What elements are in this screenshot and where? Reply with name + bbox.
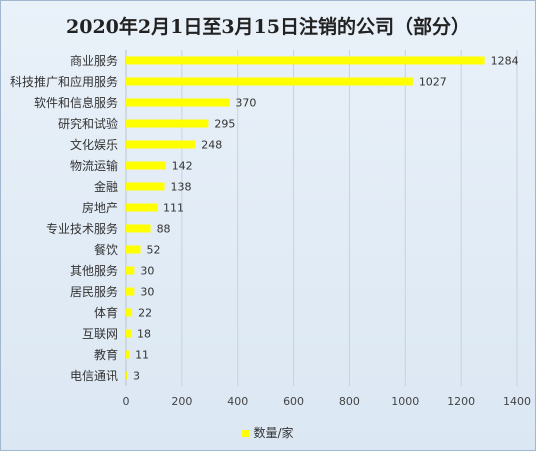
- bar: [126, 161, 166, 170]
- category-label: 体育: [94, 305, 118, 320]
- data-label: 3: [133, 370, 140, 383]
- category-label: 商业服务: [70, 53, 118, 68]
- bar: [126, 350, 130, 359]
- category-label: 房地产: [82, 200, 118, 215]
- data-label: 18: [137, 328, 151, 341]
- category-label: 文化娱乐: [70, 137, 118, 152]
- bar: [126, 203, 158, 212]
- data-label: 88: [157, 223, 171, 236]
- bar: [126, 329, 132, 338]
- legend-swatch: [242, 430, 250, 437]
- legend: 数量/家: [0, 424, 536, 441]
- data-label: 52: [147, 244, 161, 257]
- data-label: 22: [138, 307, 152, 320]
- bar: [126, 224, 151, 233]
- category-label: 互联网: [82, 327, 118, 341]
- data-label: 1027: [419, 76, 447, 89]
- bar: [126, 266, 135, 275]
- category-label: 专业技术服务: [46, 221, 118, 236]
- category-label: 电信通讯: [70, 369, 118, 383]
- data-label: 370: [235, 97, 256, 110]
- data-label: 138: [171, 181, 192, 194]
- data-label: 295: [214, 118, 235, 131]
- category-label: 餐饮: [94, 242, 118, 257]
- category-label: 物流运输: [70, 158, 118, 173]
- x-tick-label: 200: [171, 395, 192, 408]
- data-label: 30: [140, 286, 154, 299]
- category-label: 其他服务: [70, 263, 118, 278]
- category-label: 科技推广和应用服务: [10, 74, 118, 89]
- category-label: 教育: [94, 347, 118, 362]
- bar: [126, 308, 133, 317]
- data-label: 1284: [491, 55, 519, 68]
- legend-label: 数量/家: [253, 426, 294, 440]
- bar: [126, 56, 485, 65]
- data-label: 248: [201, 139, 222, 152]
- x-tick-label: 1400: [503, 395, 531, 408]
- bar: [126, 182, 165, 191]
- x-tick-label: 0: [123, 395, 130, 408]
- data-label: 142: [172, 160, 193, 173]
- x-tick-label: 1200: [447, 395, 475, 408]
- bar: [126, 119, 209, 128]
- bar: [126, 287, 135, 296]
- bar: [126, 245, 141, 254]
- category-label: 研究和试验: [58, 116, 118, 131]
- chart-title: 2020年2月1日至3月15日注销的公司（部分）: [66, 16, 470, 38]
- category-label: 居民服务: [70, 284, 118, 299]
- x-tick-label: 600: [283, 395, 304, 408]
- bar: [126, 98, 230, 107]
- category-label: 软件和信息服务: [34, 95, 118, 110]
- data-label: 30: [140, 265, 154, 278]
- x-tick-label: 400: [227, 395, 248, 408]
- bar: [126, 371, 127, 380]
- bar: [126, 77, 413, 86]
- bar: [126, 140, 196, 149]
- x-tick-label: 1000: [391, 395, 419, 408]
- data-label: 111: [163, 202, 184, 215]
- category-label: 金融: [94, 179, 118, 194]
- data-label: 11: [135, 349, 149, 362]
- x-tick-label: 800: [339, 395, 360, 408]
